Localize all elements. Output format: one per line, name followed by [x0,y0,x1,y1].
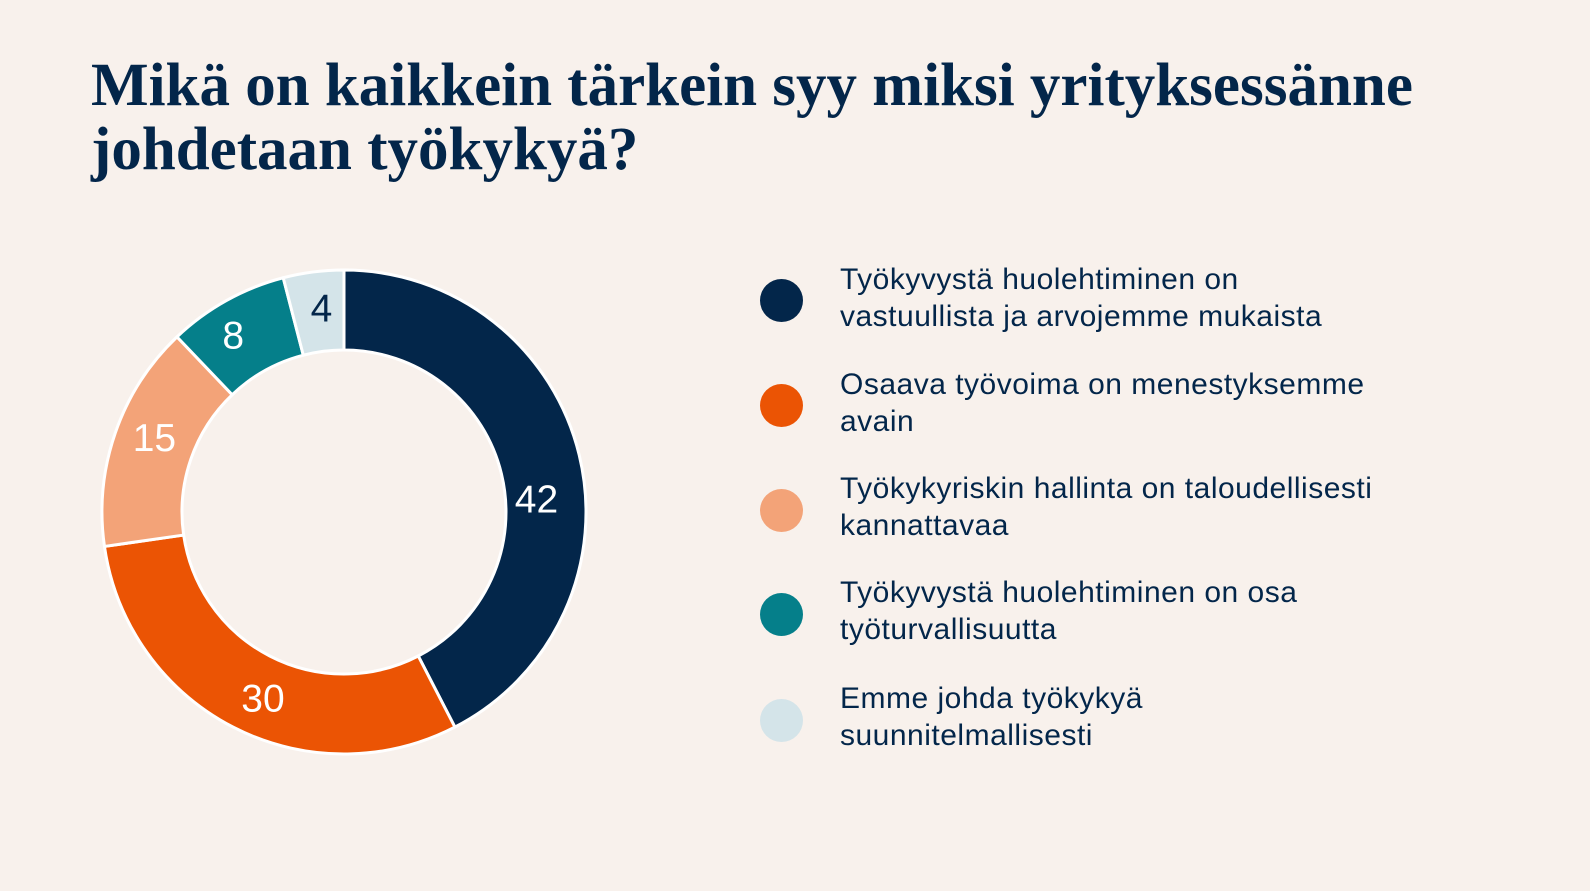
svg-text:15: 15 [133,417,176,460]
svg-text:42: 42 [515,479,558,522]
svg-text:8: 8 [222,315,244,358]
svg-text:30: 30 [241,678,284,721]
svg-text:4: 4 [311,288,333,331]
